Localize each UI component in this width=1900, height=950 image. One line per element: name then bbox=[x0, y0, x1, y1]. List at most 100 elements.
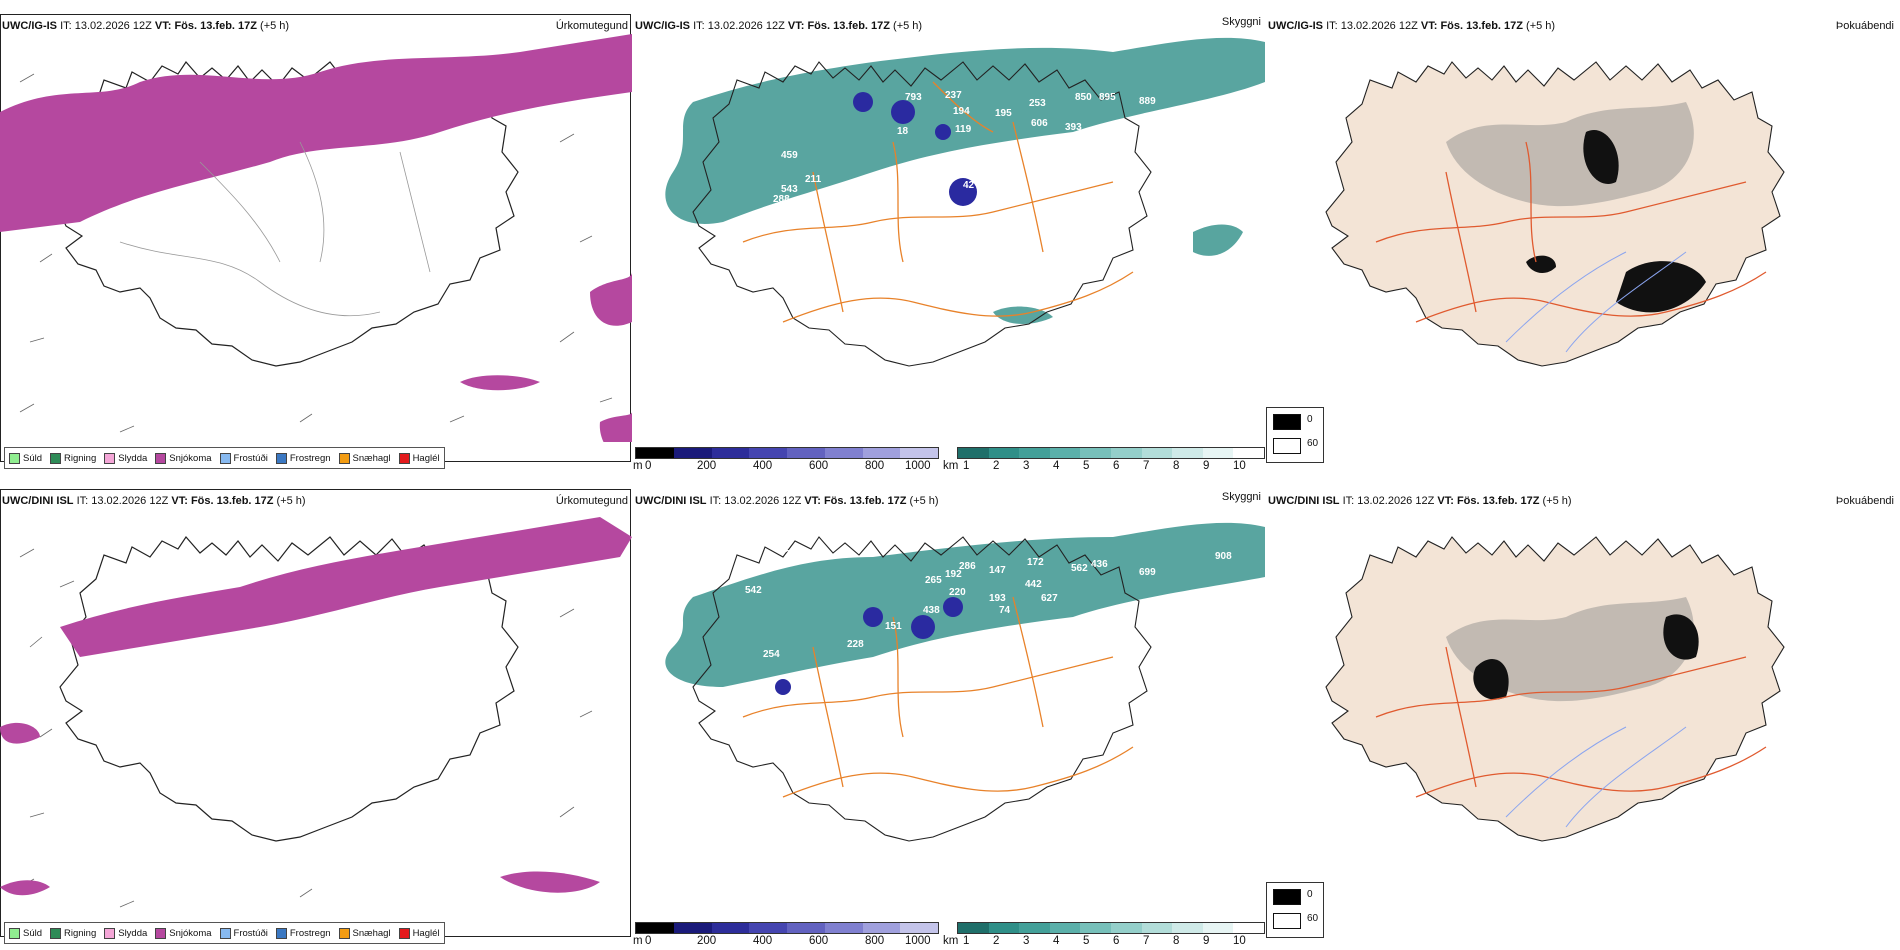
cloud-base-number: 286 bbox=[959, 561, 976, 572]
model-name: UWC/DINI ISL bbox=[1268, 495, 1340, 507]
it-value: 13.02.2026 12Z bbox=[74, 20, 152, 32]
visibility-tick: 10 bbox=[1233, 935, 1246, 947]
cloud-base-number: 908 bbox=[1215, 551, 1232, 562]
cloud-base-number: 74 bbox=[999, 605, 1011, 616]
cloud-base-number: 119 bbox=[955, 124, 972, 135]
precip-type-panel-ig: UWC/IG-IS IT: 13.02.2026 12Z VT: Fös. 13… bbox=[0, 0, 632, 475]
cloud-base-number: 438 bbox=[923, 605, 940, 616]
legend-swatch bbox=[155, 452, 167, 464]
cloud-base-tick: 200 bbox=[697, 935, 717, 947]
panel-type-label: Úrkomutegund bbox=[555, 495, 628, 507]
lead-time: (+5 h) bbox=[276, 495, 306, 507]
cloud-base-number: 147 bbox=[989, 565, 1006, 576]
visibility-tick: 3 bbox=[1023, 935, 1030, 947]
visibility-tick: 8 bbox=[1173, 935, 1180, 947]
cloud-base-tick: 200 bbox=[697, 460, 717, 472]
fog-legend-black bbox=[1273, 414, 1301, 430]
road-network bbox=[742, 81, 1134, 323]
panel-type-label: Skyggni bbox=[1221, 16, 1261, 28]
legend-label: Slydda bbox=[118, 927, 148, 939]
visibility-unit: km bbox=[943, 935, 959, 947]
vt-label: VT: bbox=[1437, 495, 1454, 507]
roads-grey bbox=[119, 141, 431, 317]
precip-map bbox=[0, 34, 632, 442]
color-scales: m 0 200 400 600 800 1000 km 1 2 3 4 5 6 … bbox=[633, 443, 1265, 475]
fog-legend: 0 60 bbox=[1266, 882, 1324, 938]
legend-label: Súld bbox=[23, 452, 43, 464]
cloud-base-number: 543 bbox=[781, 184, 798, 195]
legend-label: Frostregn bbox=[289, 452, 331, 464]
vt-value: Fös. 13.feb. 17Z bbox=[174, 20, 257, 32]
lead-time: (+5 h) bbox=[909, 495, 939, 507]
legend-label: Snæhagl bbox=[352, 927, 391, 939]
cloud-base-number: 194 bbox=[953, 106, 970, 117]
it-value: 13.02.2026 12Z bbox=[724, 495, 802, 507]
precip-map bbox=[0, 517, 632, 908]
cloud-base-number: 393 bbox=[1065, 122, 1082, 133]
legend-swatch bbox=[50, 452, 62, 464]
legend-swatch bbox=[398, 452, 410, 464]
legend-label: Rigning bbox=[64, 452, 97, 464]
visibility-areas bbox=[665, 522, 1265, 687]
cloud-base-number: 542 bbox=[745, 585, 762, 596]
legend-swatch bbox=[104, 927, 116, 939]
vt-label: VT: bbox=[804, 495, 821, 507]
panel-title: UWC/IG-IS IT: 13.02.2026 12Z VT: Fös. 13… bbox=[635, 20, 922, 32]
cloud-base-tick: 400 bbox=[753, 460, 773, 472]
cloud-base-number: 436 bbox=[1091, 559, 1108, 570]
it-label: IT: bbox=[76, 495, 89, 507]
cloud-base-tick: 600 bbox=[809, 460, 829, 472]
panel-title: UWC/IG-IS IT: 13.02.2026 12Z VT: Fös. 13… bbox=[2, 20, 289, 32]
legend-label: Frostregn bbox=[289, 927, 331, 939]
precip-legend: Súld Rigning Slydda Snjókoma Frostúði Fr… bbox=[4, 447, 445, 469]
panel-type-label: Þokuábendi bbox=[1835, 20, 1894, 32]
fog-panel-ig: UWC/IG-IS IT: 13.02.2026 12Z VT: Fös. 13… bbox=[1266, 0, 1898, 475]
visibility-tick: 9 bbox=[1203, 935, 1210, 947]
it-value: 13.02.2026 12Z bbox=[91, 495, 169, 507]
vt-label: VT: bbox=[171, 495, 188, 507]
legend-swatch bbox=[275, 927, 287, 939]
precip-legend: Súld Rigning Slydda Snjókoma Frostúði Fr… bbox=[4, 922, 445, 944]
panel-title: UWC/DINI ISL IT: 13.02.2026 12Z VT: Fös.… bbox=[1268, 495, 1572, 507]
legend-label: Snæhagl bbox=[352, 452, 391, 464]
legend-swatch bbox=[9, 452, 20, 464]
panel-type-label: Þokuábendi bbox=[1835, 495, 1894, 507]
cloud-base-number: 195 bbox=[995, 108, 1012, 119]
visibility-tick: 5 bbox=[1083, 935, 1090, 947]
fog-rivers bbox=[1505, 251, 1687, 353]
legend-swatch bbox=[398, 927, 410, 939]
vt-value: Fös. 13.feb. 17Z bbox=[1440, 20, 1523, 32]
cloud-base-tick: 800 bbox=[865, 935, 885, 947]
it-value: 13.02.2026 12Z bbox=[1357, 495, 1435, 507]
cloud-base-areas bbox=[775, 597, 963, 695]
fog-map bbox=[1325, 61, 1785, 367]
cloud-base-number: 889 bbox=[1139, 96, 1156, 107]
precip-type-panel-dini: UWC/DINI ISL IT: 13.02.2026 12Z VT: Fös.… bbox=[0, 475, 632, 950]
cloud-base-number: 562 bbox=[1071, 563, 1088, 574]
it-label: IT: bbox=[1342, 495, 1355, 507]
fog-legend-black bbox=[1273, 889, 1301, 905]
vt-value: Fös. 13.feb. 17Z bbox=[823, 495, 907, 507]
panel-title: UWC/DINI ISL IT: 13.02.2026 12Z VT: Fös.… bbox=[2, 495, 306, 507]
cloud-base-number: 193 bbox=[989, 593, 1006, 604]
vt-value: Fös. 13.feb. 17Z bbox=[1456, 495, 1540, 507]
fog-shading bbox=[1446, 102, 1706, 313]
fog-legend-white bbox=[1273, 438, 1301, 454]
cloud-base-number: 151 bbox=[885, 621, 902, 632]
cloud-base-number: 265 bbox=[925, 575, 942, 586]
cloud-base-number: 165 bbox=[953, 697, 970, 708]
cloud-base-number: 192 bbox=[945, 569, 962, 580]
cloud-base-number: 606 bbox=[1031, 118, 1048, 129]
visibility-panel-dini: UWC/DINI ISL IT: 13.02.2026 12Z VT: Fös.… bbox=[633, 475, 1265, 950]
fog-legend-bottom: 60 bbox=[1307, 438, 1319, 449]
panel-title: UWC/IG-IS IT: 13.02.2026 12Z VT: Fös. 13… bbox=[1268, 20, 1555, 32]
vt-label: VT: bbox=[1420, 20, 1438, 32]
legend-label: Frostúði bbox=[233, 927, 268, 939]
legend-label: Súld bbox=[23, 927, 43, 939]
model-name: UWC/IG-IS bbox=[1268, 20, 1323, 32]
legend-label: Haglél bbox=[412, 927, 440, 939]
legend-label: Rigning bbox=[64, 927, 97, 939]
cloud-base-numbers: 333 542 254 228 151 265 192 286 147 220 … bbox=[745, 549, 1232, 708]
fog-rivers bbox=[1505, 726, 1687, 828]
cloud-base-tick: 400 bbox=[753, 935, 773, 947]
